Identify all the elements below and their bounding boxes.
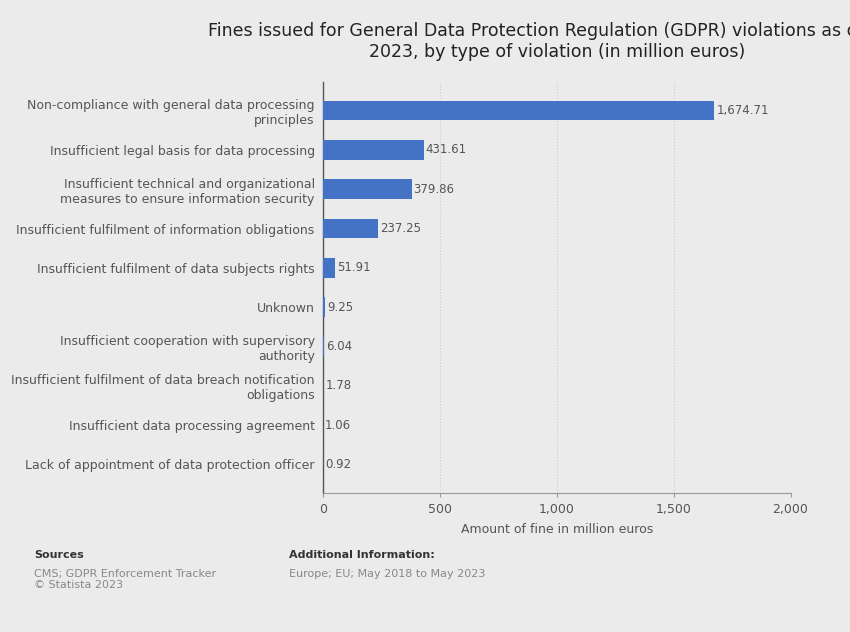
Bar — [323, 101, 715, 121]
Text: CMS; GDPR Enforcement Tracker
© Statista 2023: CMS; GDPR Enforcement Tracker © Statista… — [34, 569, 216, 590]
Bar — [323, 140, 424, 160]
Bar — [323, 179, 411, 199]
Bar — [323, 337, 325, 356]
Text: 0.92: 0.92 — [325, 458, 351, 471]
Text: 1.78: 1.78 — [326, 379, 351, 392]
Bar — [323, 219, 378, 238]
Text: 6.04: 6.04 — [326, 340, 353, 353]
Text: 237.25: 237.25 — [380, 222, 422, 235]
Text: 379.86: 379.86 — [414, 183, 455, 196]
Text: 51.91: 51.91 — [337, 262, 371, 274]
Bar — [323, 258, 335, 277]
Text: Additional Information:: Additional Information: — [289, 550, 434, 560]
Text: 1,674.71: 1,674.71 — [717, 104, 769, 117]
Bar — [323, 298, 326, 317]
Text: Sources: Sources — [34, 550, 84, 560]
Text: 9.25: 9.25 — [327, 301, 353, 313]
Title: Fines issued for General Data Protection Regulation (GDPR) violations as of May
: Fines issued for General Data Protection… — [208, 22, 850, 61]
Text: 1.06: 1.06 — [325, 418, 351, 432]
X-axis label: Amount of fine in million euros: Amount of fine in million euros — [461, 523, 653, 536]
Text: 431.61: 431.61 — [426, 143, 467, 157]
Text: Europe; EU; May 2018 to May 2023: Europe; EU; May 2018 to May 2023 — [289, 569, 485, 579]
